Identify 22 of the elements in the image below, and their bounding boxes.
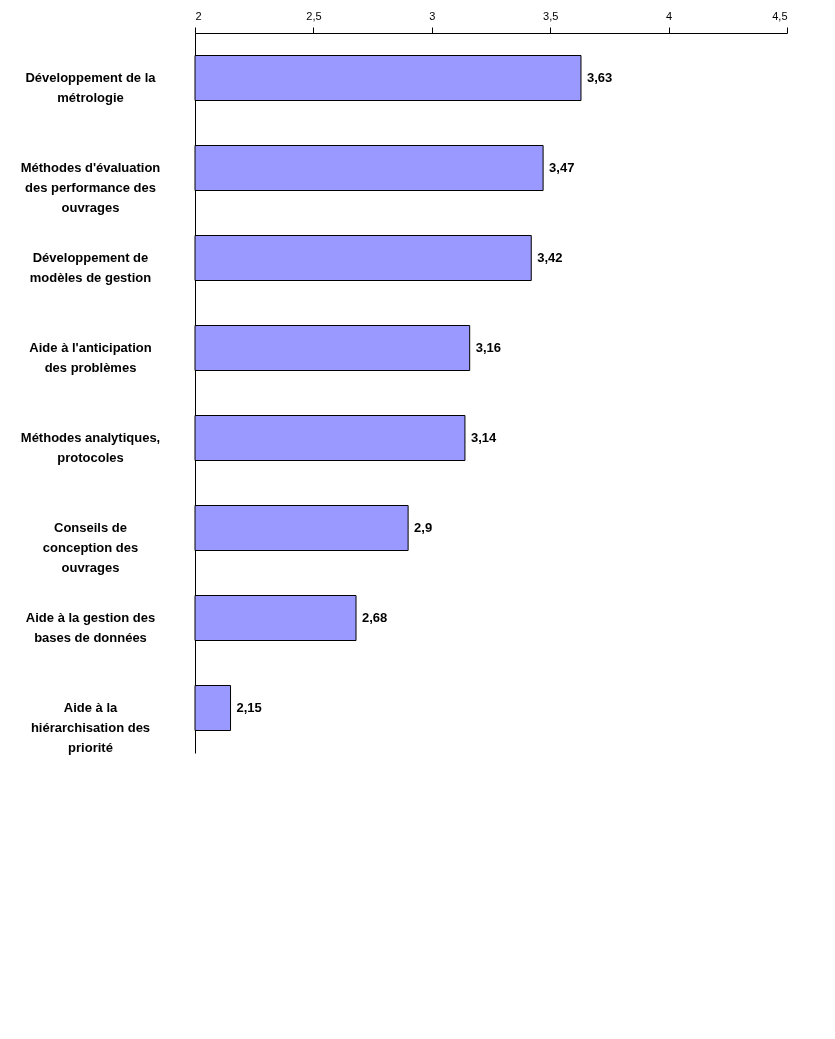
y-tick-label: Conseils de conception des ouvrages [42,520,139,575]
data-label: 2,68 [362,610,388,625]
y-tick-label: Aide à l'anticipation des problèmes [29,340,152,375]
data-label: 3,14 [470,430,498,445]
data-label: 3,42 [537,250,563,265]
x-tick-label: 4,5 [772,9,788,22]
y-tick-label: Méthodes d'évaluation des performance des ouvrages [20,160,161,215]
y-tick-label: Méthodes analytiques, protocoles [20,430,161,465]
y-tick-label: Développement de la métrologie [25,70,157,105]
x-tick-label: 2 [195,9,202,22]
data-label: 3,63 [586,70,613,85]
y-tick-label: Développement de modèles de gestion [29,250,152,285]
data-label: 2,9 [414,520,433,535]
x-tick-label: 3 [429,9,436,22]
data-label: 3,16 [475,340,501,355]
x-tick-label: 3,5 [543,9,559,22]
y-tick-label: Aide à la hiérarchisation des priorité [30,700,151,755]
x-tick-label: 2,5 [306,9,322,22]
data-label: 2,15 [236,700,262,715]
x-tick-label: 4 [666,9,673,22]
y-tick-label: Aide à la gestion des bases de données [25,610,156,645]
data-label: 3,47 [549,160,575,175]
